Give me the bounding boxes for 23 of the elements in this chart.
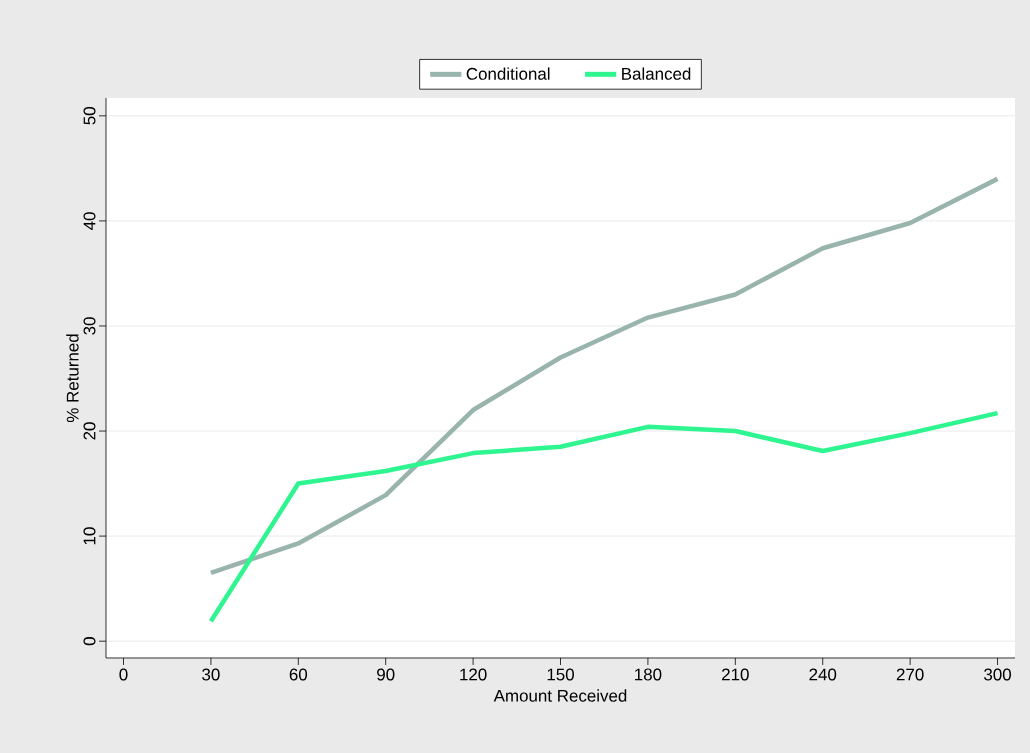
x-tick-label: 300 bbox=[984, 668, 1011, 681]
x-tick-label: 210 bbox=[722, 668, 749, 681]
x-tick-label: 150 bbox=[547, 668, 574, 681]
x-tick-label: 30 bbox=[202, 668, 220, 681]
y-tick-label: 50 bbox=[83, 107, 96, 125]
legend-label: Conditional bbox=[466, 67, 550, 80]
y-tick-label: 0 bbox=[83, 637, 96, 646]
y-tick-label: 20 bbox=[83, 422, 96, 440]
x-tick-label: 0 bbox=[119, 668, 128, 681]
line-series bbox=[208, 176, 1000, 576]
x-tick-label: 60 bbox=[289, 668, 308, 681]
y-tick-label: 30 bbox=[83, 317, 96, 335]
line-series bbox=[208, 410, 1000, 624]
y-tick-label: 10 bbox=[83, 527, 96, 545]
x-tick-label: 270 bbox=[896, 668, 924, 681]
y-tick-label: 40 bbox=[83, 212, 96, 230]
x-tick-label: 180 bbox=[635, 668, 662, 681]
y-axis-title: % Returned bbox=[66, 334, 79, 423]
x-tick-label: 90 bbox=[377, 668, 395, 681]
x-tick-label: 120 bbox=[460, 668, 487, 681]
legend-label: Balanced bbox=[622, 67, 691, 80]
x-tick-label: 240 bbox=[809, 668, 837, 681]
x-axis-title: Amount Received bbox=[493, 689, 627, 702]
